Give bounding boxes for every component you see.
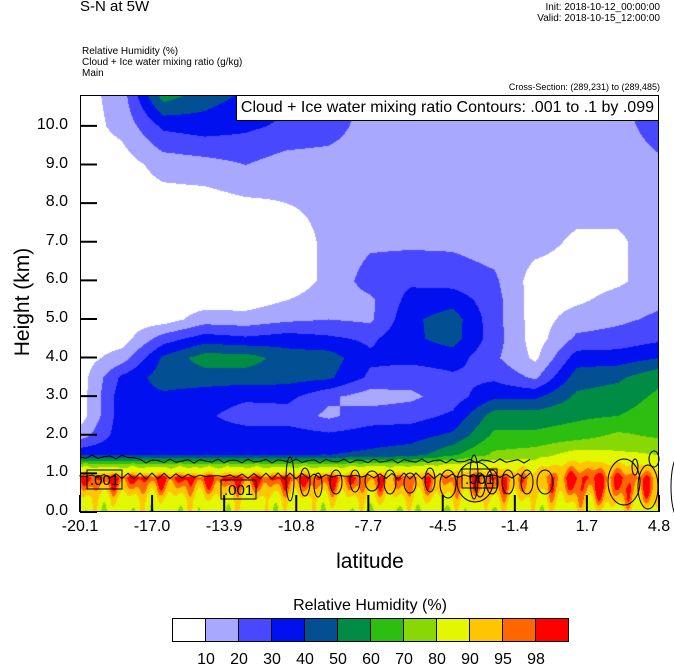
contour-label: .001 <box>465 471 494 488</box>
colorbar-label: 20 <box>230 651 248 668</box>
contour-label: .001 <box>224 482 253 499</box>
colorbar-swatch <box>536 619 568 641</box>
y-tick-label: 0.0 <box>45 502 68 519</box>
colorbar-swatch <box>437 619 470 641</box>
valid-time: Valid: 2018-10-15_12:00:00 <box>537 13 660 24</box>
x-tick-label: -17.0 <box>133 518 171 535</box>
cloud-water-contour <box>424 467 436 493</box>
x-tick-label: -13.9 <box>205 518 243 535</box>
subtitle-rh: Relative Humidity (%) <box>82 46 179 57</box>
y-tick-label: 7.0 <box>45 231 68 249</box>
colorbar-swatch <box>206 619 239 641</box>
cloud-water-contour <box>469 454 479 500</box>
contour-overlay: .001 .001 .001 <box>79 124 674 514</box>
cloud-water-contour <box>648 450 660 468</box>
cloud-water-contour <box>485 469 499 495</box>
cloud-water-contour <box>349 469 361 493</box>
contour-info-box: Cloud + Ice water mixing ratio Contours:… <box>235 95 659 121</box>
cloud-water-contour <box>383 469 397 495</box>
colorbar-label: 40 <box>296 651 314 668</box>
plot-frame <box>80 95 659 512</box>
y-tick-label: 10.0 <box>36 115 68 133</box>
cloud-water-contour <box>501 469 515 495</box>
contour-label-box <box>461 468 498 489</box>
cloud-water-contour <box>79 454 531 464</box>
colorbar-swatch <box>503 619 536 641</box>
cloud-water-contour <box>474 472 486 498</box>
colorbar-swatch <box>272 619 305 641</box>
x-tick-label: -10.8 <box>278 518 315 535</box>
cloud-water-contour <box>285 456 295 502</box>
y-tick-label: 6.0 <box>45 270 68 288</box>
cloud-water-contour <box>670 460 674 514</box>
cloud-water-contour <box>439 469 457 499</box>
x-tick-label: 4.8 <box>647 518 671 535</box>
y-axis-label: Height (km) <box>11 247 34 357</box>
colorbar-swatch <box>173 619 206 641</box>
colorbar-label: 60 <box>362 651 380 668</box>
colorbar-label: 95 <box>494 651 512 668</box>
subtitle-domain: Main <box>82 68 104 79</box>
colorbar-title: Relative Humidity (%) <box>293 597 447 614</box>
cloud-water-contour <box>329 469 343 495</box>
init-time: Init: 2018-10-12_00:00:00 <box>545 2 660 13</box>
colorbar-label: 90 <box>461 651 479 668</box>
cloud-water-contour <box>313 472 323 498</box>
x-axis-label: latitude <box>336 550 404 573</box>
colorbar-swatch <box>305 619 338 641</box>
cloud-water-contour <box>631 458 639 476</box>
colorbar-label: 80 <box>428 651 446 668</box>
colorbar-label: 30 <box>263 651 281 668</box>
colorbar-label: 98 <box>527 651 545 668</box>
colorbar-swatch <box>239 619 272 641</box>
cloud-water-contour <box>299 467 311 497</box>
rh-filled-contours <box>80 95 659 512</box>
colorbar-label: 10 <box>197 651 215 668</box>
y-tick-label: 3.0 <box>45 386 68 404</box>
subtitle-cloud: Cloud + Ice water mixing ratio (g/kg) <box>82 57 243 68</box>
cloud-water-contour <box>607 458 641 506</box>
colorbar-label: 50 <box>329 651 347 668</box>
contour-label-box <box>220 479 257 500</box>
cloud-water-contour <box>403 472 417 494</box>
cloud-water-contour <box>456 461 494 503</box>
y-tick-label: 5.0 <box>45 308 68 326</box>
contour-label-box <box>86 469 123 490</box>
y-tick-label: 1.0 <box>45 463 68 481</box>
cross-section-label: Cross-Section: (289,231) to (289,485) <box>508 82 660 92</box>
x-tick-label: -4.5 <box>428 518 457 535</box>
colorbar-swatch <box>338 619 371 641</box>
colorbar-swatch <box>371 619 404 641</box>
x-tick-label: -1.4 <box>501 518 529 535</box>
y-tick-label: 8.0 <box>45 193 68 211</box>
contour-label: .001 <box>90 472 119 489</box>
x-tick-label: -20.1 <box>61 518 99 535</box>
colorbar-swatch <box>470 619 503 641</box>
x-tick-label: -7.7 <box>354 518 383 535</box>
colorbar-label: 70 <box>395 651 413 668</box>
main-title: S-N at 5W <box>80 0 150 15</box>
colorbar <box>172 618 569 642</box>
y-tick-label: 4.0 <box>45 347 68 365</box>
cloud-water-contour <box>520 469 534 495</box>
y-tick-label: 2.0 <box>45 424 68 442</box>
x-tick-label: 1.7 <box>575 518 599 535</box>
cloud-water-contour <box>364 470 380 492</box>
plot-area: .001 .001 .001 Cloud + Ice water mixing ra… <box>79 95 674 514</box>
colorbar-swatch <box>404 619 437 641</box>
y-tick-label: 9.0 <box>45 154 68 172</box>
cloud-water-contour <box>536 469 554 495</box>
